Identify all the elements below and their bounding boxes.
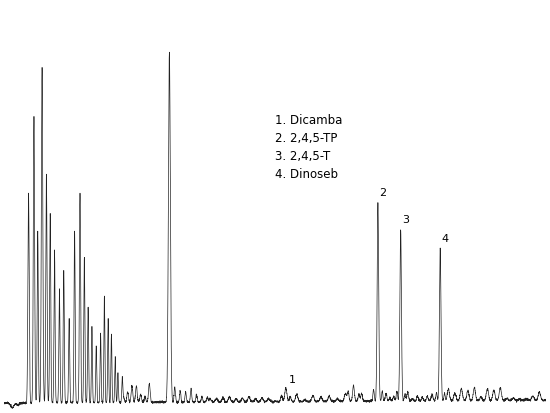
- Text: 3: 3: [402, 215, 409, 225]
- Text: 1: 1: [289, 374, 295, 384]
- Text: 1. Dicamba
2. 2,4,5-TP
3. 2,4,5-T
4. Dinoseb: 1. Dicamba 2. 2,4,5-TP 3. 2,4,5-T 4. Din…: [275, 114, 342, 180]
- Text: 2: 2: [379, 188, 386, 198]
- Text: 4: 4: [441, 234, 448, 244]
